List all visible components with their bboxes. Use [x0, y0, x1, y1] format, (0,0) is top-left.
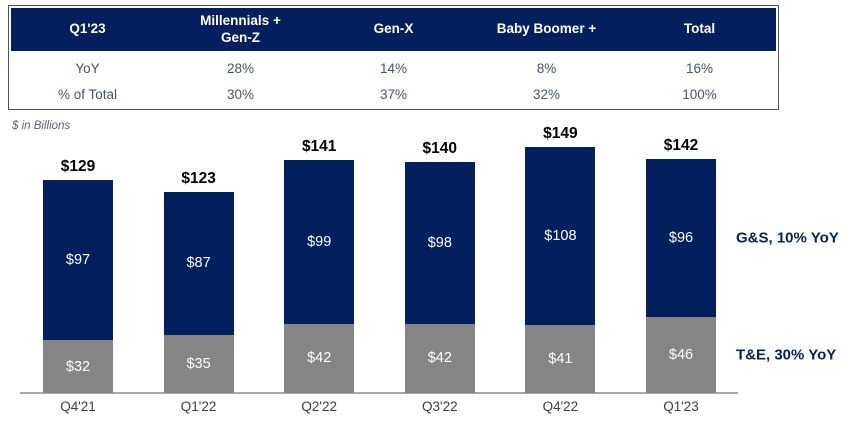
col-header-millennials: Millennials + Gen-Z [164, 8, 317, 51]
bar-segment-gs: $99 [284, 160, 355, 324]
bar-segment-gs: $96 [646, 158, 716, 318]
segment-value-label: $87 [186, 255, 211, 272]
bar-total-label: $123 [181, 169, 216, 187]
bar-total-label: $129 [60, 158, 96, 176]
bar-total-label: $142 [663, 136, 699, 154]
bar-segment-gs: $87 [163, 191, 234, 336]
table-row-pct-of-total: % of Total 30% 37% 32% 100% [11, 81, 776, 107]
row-label: % of Total [11, 81, 164, 107]
bar-total-label: $140 [422, 140, 458, 157]
summary-table: Q1'23 Millennials + Gen-Z Gen-X Baby Boo… [8, 5, 779, 110]
annotation-gs: G&S, 10% YoY [736, 229, 839, 247]
bar-segment-te: $46 [646, 317, 716, 393]
segment-value-label: $42 [427, 350, 452, 367]
cell-value: 8% [470, 51, 623, 81]
chart-unit-label: $ in Billions [12, 120, 71, 132]
cell-value: 37% [317, 81, 470, 107]
cell-value: 32% [470, 81, 623, 107]
cell-value: 16% [623, 51, 776, 81]
segment-value-label: $32 [65, 358, 91, 375]
x-axis-line [20, 392, 738, 394]
cell-value: 100% [623, 81, 776, 107]
bar-segment-gs: $98 [404, 162, 475, 324]
segment-value-label: $96 [668, 229, 694, 246]
x-axis-label: Q4'21 [60, 399, 96, 414]
x-axis-label: Q3'22 [421, 399, 458, 414]
col-header-genx: Gen-X [317, 8, 470, 51]
bar-segment-te: $42 [404, 323, 475, 393]
col-header-total: Total [623, 8, 776, 51]
segment-value-label: $35 [186, 356, 211, 373]
segment-value-label: $99 [307, 234, 332, 251]
x-axis-label: Q2'22 [301, 399, 337, 414]
cell-value: 14% [317, 51, 470, 81]
bar-segment-te: $42 [284, 323, 355, 393]
table-row-yoy: YoY 28% 14% 8% 16% [11, 51, 776, 81]
segment-value-label: $42 [307, 350, 332, 367]
cell-value: 30% [164, 81, 317, 107]
bar-total-label: $149 [543, 125, 578, 143]
bar-segment-gs: $108 [525, 147, 596, 326]
bar-total-label: $141 [301, 138, 337, 156]
x-axis-label: Q4'22 [542, 399, 579, 414]
col-header-babyboomer: Baby Boomer + [470, 8, 623, 51]
x-axis-label: Q1'22 [180, 399, 217, 414]
segment-value-label: $108 [544, 228, 577, 245]
segment-value-label: $98 [427, 234, 452, 251]
segment-value-label: $41 [548, 351, 573, 368]
cell-value: 28% [164, 51, 317, 81]
bar-segment-te: $35 [163, 335, 234, 393]
summary-table-header: Q1'23 Millennials + Gen-Z Gen-X Baby Boo… [11, 8, 776, 51]
col-header-quarter: Q1'23 [11, 8, 164, 51]
segment-value-label: $46 [668, 347, 694, 364]
bar-segment-te: $32 [43, 340, 113, 393]
x-axis-label: Q1'23 [663, 399, 699, 414]
bar-segment-gs: $97 [43, 180, 113, 341]
bar-segment-te: $41 [525, 325, 596, 393]
annotation-te: T&E, 30% YoY [736, 346, 837, 364]
segment-value-label: $97 [65, 252, 91, 269]
row-label: YoY [11, 51, 164, 81]
